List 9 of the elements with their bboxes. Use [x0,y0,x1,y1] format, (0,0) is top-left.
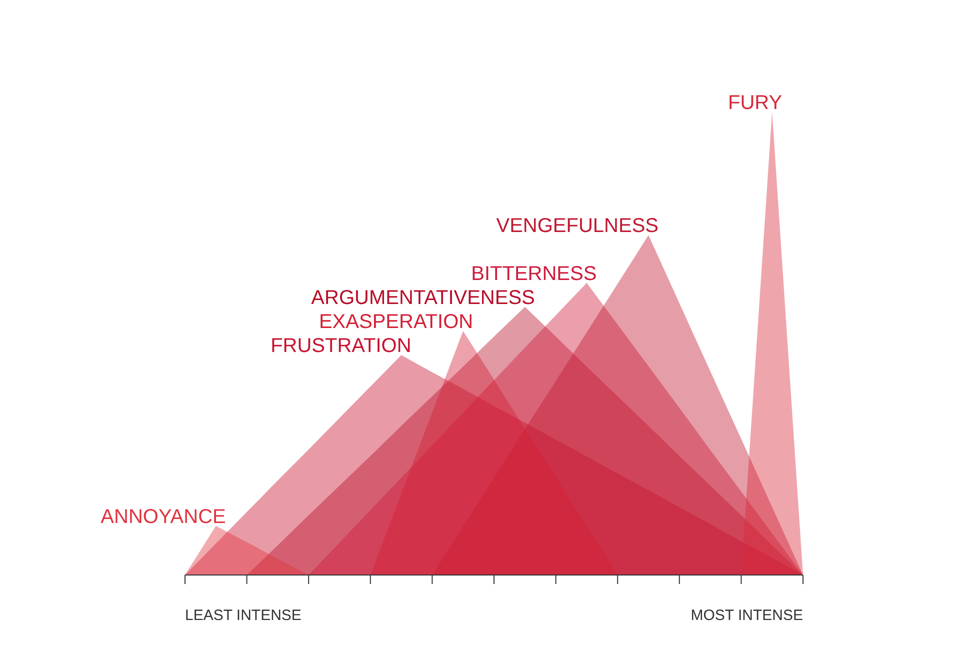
series-label: FURY [728,92,782,114]
series-label: VENGEFULNESS [496,215,658,238]
series-label: FRUSTRATION [270,335,412,358]
text: MOST INTENSE [690,607,803,624]
series-label: ARGUMENTATIVENESS [311,286,535,309]
series-label: BITTERNESS [471,262,597,285]
series-label: ANNOYANCE [100,506,226,528]
text: LEAST INTENSE [185,607,302,624]
series-label: EXASPERATION [318,311,474,333]
